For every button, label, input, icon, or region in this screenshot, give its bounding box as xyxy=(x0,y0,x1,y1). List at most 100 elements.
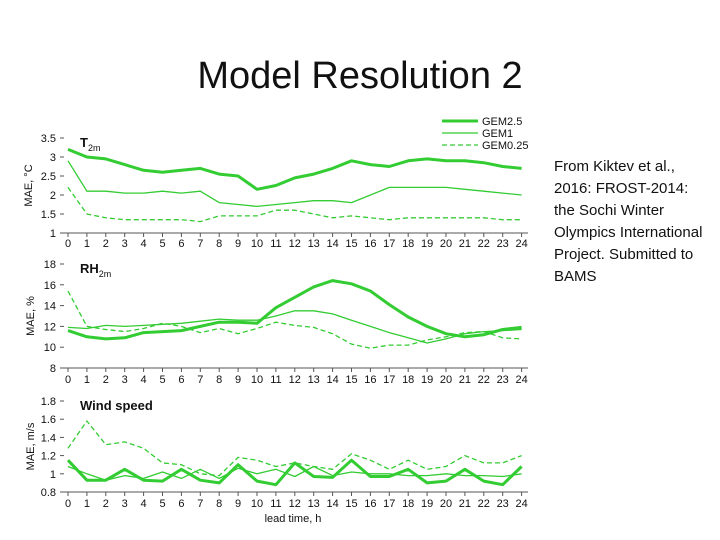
x-tick-label: 9 xyxy=(235,374,241,386)
x-tick-label: 21 xyxy=(459,374,471,386)
y-tick-label: 2.5 xyxy=(41,171,56,183)
x-tick-label: 12 xyxy=(289,498,301,510)
x-tick-label: 20 xyxy=(440,374,452,386)
x-tick-label: 0 xyxy=(65,374,71,386)
x-tick-label: 5 xyxy=(159,498,165,510)
x-tick-label: 5 xyxy=(159,374,165,386)
x-tick-label: 13 xyxy=(308,498,320,510)
x-tick-label: 7 xyxy=(197,238,203,250)
x-tick-label: 6 xyxy=(178,498,184,510)
y-tick-label: 2 xyxy=(50,190,56,202)
x-tick-label: 7 xyxy=(197,374,203,386)
panel-title: T2m xyxy=(80,135,100,153)
x-tick-label: 14 xyxy=(326,238,338,250)
y-tick-label: 3 xyxy=(50,152,56,164)
panel-title: Wind speed xyxy=(80,398,153,413)
x-tick-label: 9 xyxy=(235,238,241,250)
x-tick-label: 1 xyxy=(84,238,90,250)
x-tick-label: 17 xyxy=(383,238,395,250)
panel-title-subscript: 2m xyxy=(88,143,101,153)
x-tick-label: 17 xyxy=(383,498,395,510)
x-tick-label: 13 xyxy=(308,374,320,386)
y-axis-label: MAE, °C xyxy=(23,164,35,206)
panel-1: 11.522.533.50 1 2 3 4 5 6 7 8 9 10 11 12 13 14 15 16 17 18… xyxy=(23,133,528,250)
y-tick-label: 18 xyxy=(44,259,56,271)
y-tick-label: 16 xyxy=(44,280,56,292)
x-tick-label: 3 xyxy=(122,238,128,250)
x-tick-label: 23 xyxy=(497,238,509,250)
series-line-gem0-25 xyxy=(67,187,522,223)
x-tick-label: 3 xyxy=(122,374,128,386)
x-tick-label: 19 xyxy=(421,498,433,510)
y-axis-label: MAE, % xyxy=(25,296,37,336)
series-line-gem1 xyxy=(67,160,522,208)
x-tick-label: 18 xyxy=(402,374,414,386)
series-line-gem2-5 xyxy=(67,148,522,191)
x-tick-label: 17 xyxy=(383,374,395,386)
series-line-gem1 xyxy=(67,465,522,481)
y-tick-label: 1.4 xyxy=(41,432,56,444)
panel-title-subscript: 2m xyxy=(99,269,112,279)
y-tick-label: 10 xyxy=(44,342,56,354)
y-axis-label: MAE, m/s xyxy=(25,422,37,470)
x-tick-label: 10 xyxy=(251,498,263,510)
panel-title: RH2m xyxy=(80,261,111,279)
x-tick-label: 10 xyxy=(251,374,263,386)
x-tick-label: 16 xyxy=(364,374,376,386)
x-tick-label: 23 xyxy=(497,498,509,510)
x-tick-label: 1 xyxy=(84,374,90,386)
x-tick-label: 18 xyxy=(402,238,414,250)
y-tick-label: 1 xyxy=(50,228,56,240)
legend-label: GEM0.25 xyxy=(482,140,528,152)
series-line-gem2-5 xyxy=(67,279,522,341)
x-tick-label: 19 xyxy=(421,374,433,386)
x-tick-label: 8 xyxy=(216,238,222,250)
y-tick-label: 1.8 xyxy=(41,396,56,408)
x-tick-label: 24 xyxy=(515,238,527,250)
slide-title: Model Resolution 2 xyxy=(197,55,523,97)
y-tick-label: 0.8 xyxy=(41,487,56,499)
x-tick-label: 18 xyxy=(402,498,414,510)
x-tick-label: 3 xyxy=(122,498,128,510)
x-tick-label: 19 xyxy=(421,238,433,250)
x-tick-label: 22 xyxy=(478,374,490,386)
y-tick-label: 12 xyxy=(44,321,56,333)
x-tick-label: 4 xyxy=(141,238,147,250)
y-tick-label: 1.5 xyxy=(41,209,56,221)
x-tick-label: 21 xyxy=(459,498,471,510)
x-tick-label: 10 xyxy=(251,238,263,250)
x-tick-label: 15 xyxy=(345,374,357,386)
panel-3: 0.811.21.41.61.80 1 2 3 4 5 6 7 8 9 10 11 12 13 14 15 16… xyxy=(25,396,528,510)
x-tick-label: 2 xyxy=(103,238,109,250)
x-tick-label: 24 xyxy=(515,498,527,510)
x-tick-label: 15 xyxy=(345,238,357,250)
series-line-gem1 xyxy=(67,310,522,344)
x-tick-label: 7 xyxy=(197,498,203,510)
x-tick-label: 8 xyxy=(216,374,222,386)
x-tick-label: 13 xyxy=(308,238,320,250)
x-tick-label: 8 xyxy=(216,498,222,510)
caption: From Kiktev et al., 2016: FROST-2014: th… xyxy=(554,158,703,285)
y-tick-label: 1.2 xyxy=(41,451,56,463)
x-tick-label: 11 xyxy=(270,374,281,386)
x-tick-label: 12 xyxy=(289,238,301,250)
x-tick-label: 6 xyxy=(178,238,184,250)
y-tick-label: 1 xyxy=(50,469,56,481)
x-tick-label: 6 xyxy=(178,374,184,386)
x-tick-label: 16 xyxy=(364,238,376,250)
legend-label: GEM2.5 xyxy=(482,116,522,128)
y-tick-label: 3.5 xyxy=(41,133,56,145)
x-tick-label: 20 xyxy=(440,498,452,510)
x-tick-label: 2 xyxy=(103,374,109,386)
x-axis-title: lead time, h xyxy=(265,513,322,525)
x-tick-label: 24 xyxy=(515,374,527,386)
x-tick-label: 22 xyxy=(478,238,490,250)
x-tick-label: 14 xyxy=(326,498,338,510)
x-tick-label: 22 xyxy=(478,498,490,510)
series-line-gem2-5 xyxy=(66,458,523,487)
x-tick-label: 11 xyxy=(270,498,281,510)
y-tick-label: 1.6 xyxy=(41,414,56,426)
